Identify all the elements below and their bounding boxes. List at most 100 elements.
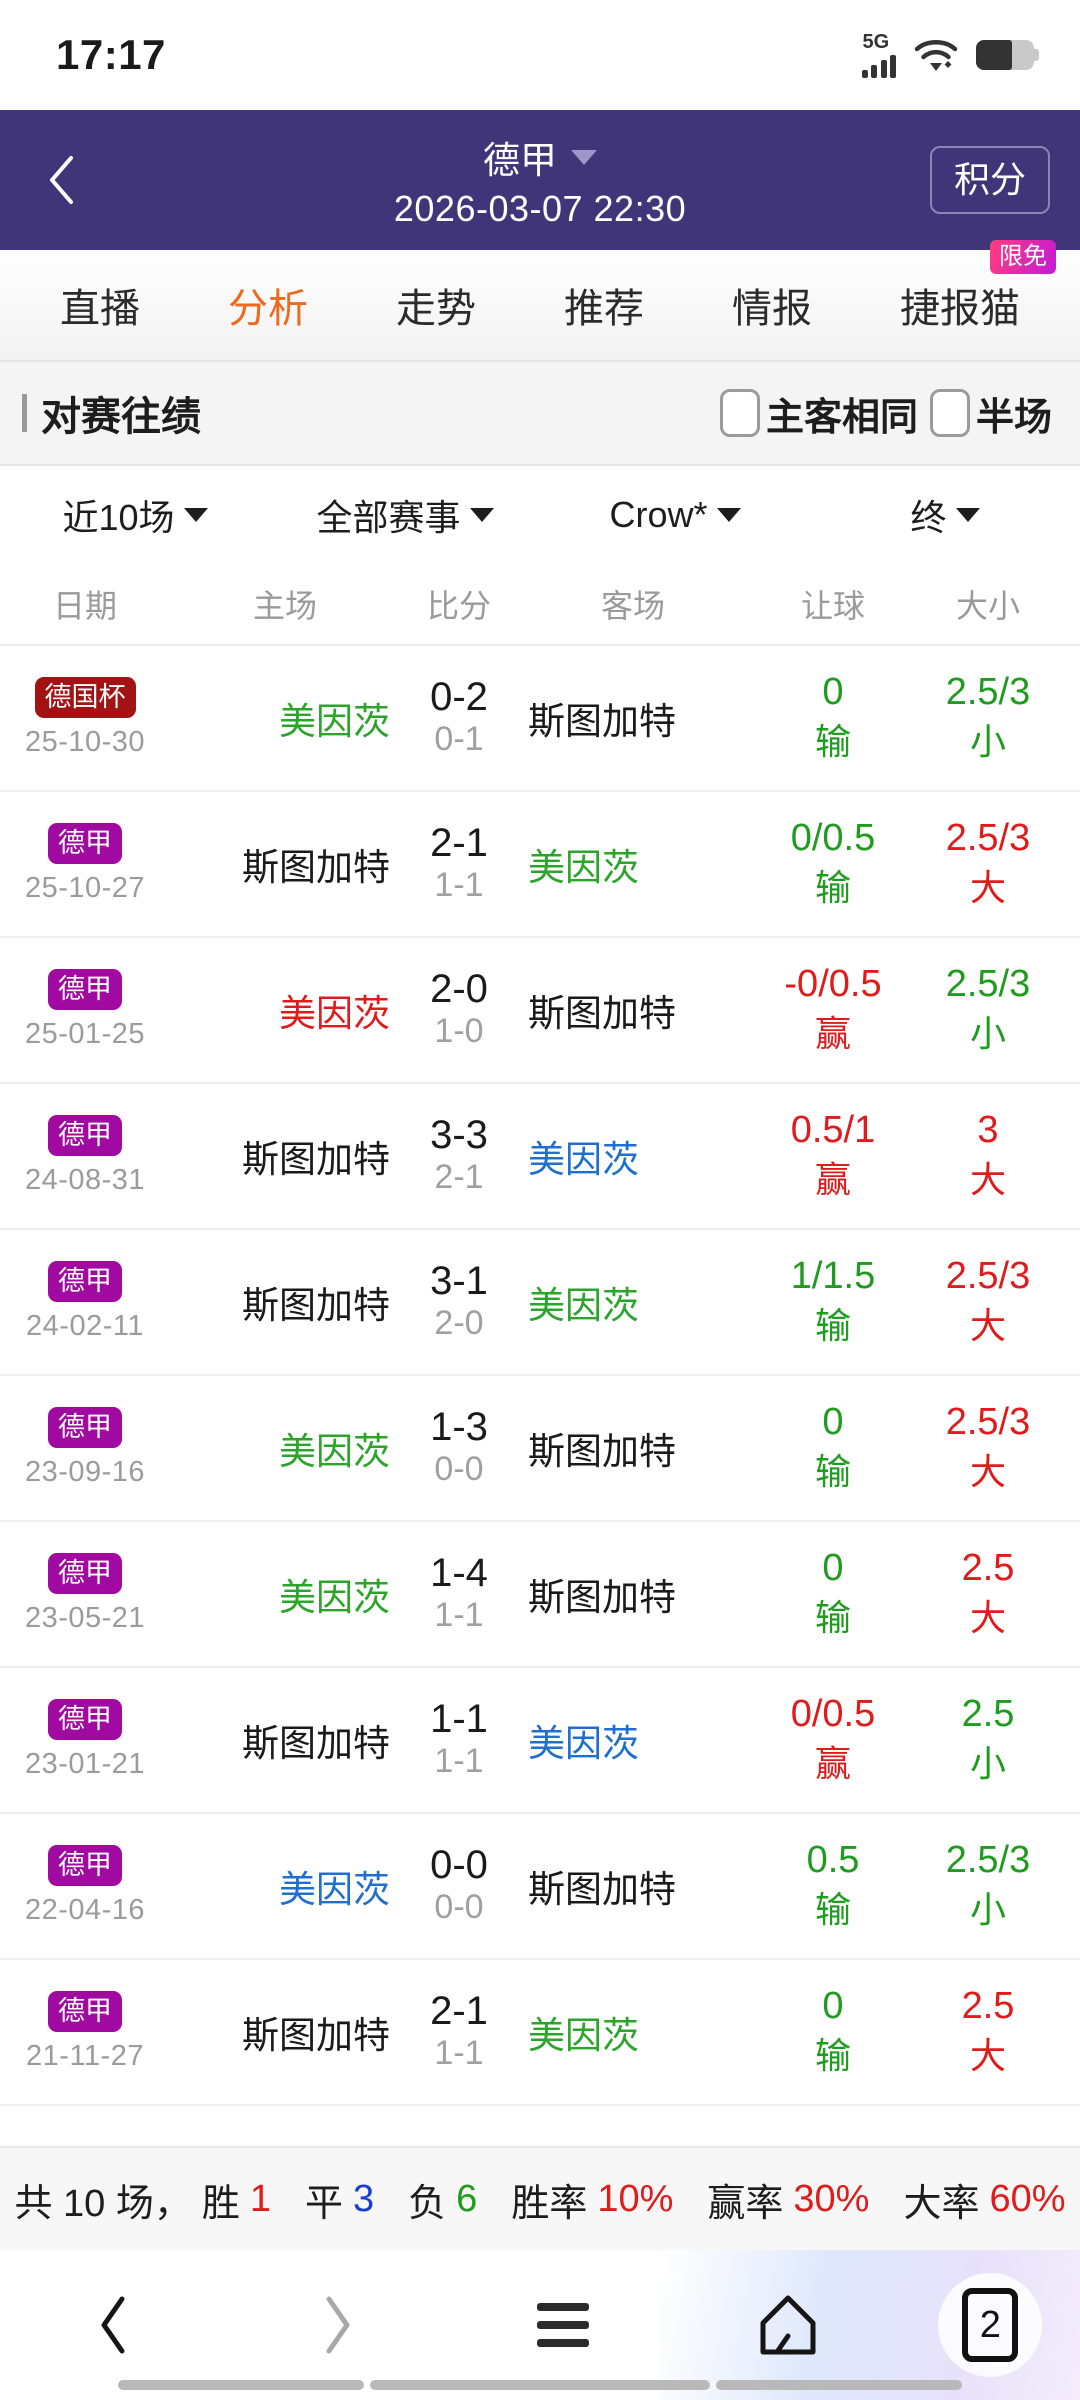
cell-handicap: 0.5 输 (748, 1839, 918, 1933)
table-row[interactable]: 德甲 23-05-21 美因茨 1-4 1-1 斯图加特 0 输 2.5 大 (0, 1522, 1080, 1668)
browser-home-button[interactable] (713, 2270, 863, 2380)
table-row[interactable]: 德甲 25-01-25 美因茨 2-0 1-0 斯图加特 -0/0.5 赢 2.5/3 小 (0, 938, 1080, 1084)
standings-button[interactable]: 积分 (929, 146, 1050, 214)
cell-over-under: 2.5 小 (918, 1693, 1058, 1787)
table-row[interactable]: 德国杯 25-10-30 美因茨 0-2 0-1 斯图加特 0 输 2.5/3 小 (0, 646, 1080, 792)
cell-score: 3-1 2-0 (400, 1260, 518, 1343)
home-icon (760, 2295, 816, 2355)
cell-date: 德甲 25-01-25 (0, 969, 170, 1050)
league-badge: 德甲 (48, 1261, 122, 1302)
cell-away-team: 斯图加特 (518, 691, 748, 745)
match-date: 25-10-27 (24, 871, 146, 904)
away-team-name: 斯图加特 (528, 1577, 676, 1618)
checkbox-box-half-time[interactable] (929, 389, 970, 437)
network-type-label: 5G (862, 31, 890, 53)
tab-jiebaomao[interactable]: 捷报猫 限免 (898, 240, 1056, 340)
fulltime-score: 1-3 (430, 1405, 488, 1450)
cell-over-under: 2.5/3 大 (918, 816, 1058, 911)
cell-score: 0-2 0-1 (400, 676, 518, 759)
halftime-score: 2-0 (434, 1304, 484, 1343)
halftime-score: 0-0 (434, 1888, 484, 1927)
tab-live[interactable]: 直播 (60, 287, 140, 331)
cell-date: 德甲 24-08-31 (0, 1115, 170, 1196)
column-header-score: 比分 (426, 588, 491, 624)
cell-home-team: 美因茨 (170, 1421, 400, 1475)
table-row[interactable]: 德甲 24-02-11 斯图加特 3-1 2-0 美因茨 1/1.5 输 2.5/3 大 (0, 1230, 1080, 1376)
table-row[interactable]: 德甲 25-10-27 斯图加特 2-1 1-1 美因茨 0/0.5 输 2.5/3 大 (0, 792, 1080, 938)
cell-home-team: 美因茨 (170, 1567, 400, 1621)
halftime-score: 1-1 (434, 1742, 484, 1781)
filter-odds-phase-label: 终 (910, 497, 947, 538)
home-team-name: 美因茨 (279, 1577, 390, 1618)
table-row[interactable]: 德甲 23-01-21 斯图加特 1-1 1-1 美因茨 0/0.5 赢 2.5 小 (0, 1668, 1080, 1814)
away-team-name: 斯图加特 (528, 1869, 676, 1910)
handicap-result: 输 (814, 1451, 851, 1493)
tab-recommend[interactable]: 推荐 (564, 287, 644, 331)
over-under-result: 大 (969, 1451, 1006, 1493)
checkbox-box-same-venue[interactable] (719, 389, 760, 437)
tab-jiebaomao-label: 捷报猫 (900, 287, 1020, 331)
over-under-result: 大 (969, 1597, 1006, 1639)
over-under-result: 小 (969, 721, 1006, 763)
home-team-name: 斯图加特 (242, 847, 390, 888)
cell-over-under: 2.5 大 (918, 1547, 1058, 1641)
filter-odds-phase[interactable]: 终 (810, 489, 1080, 541)
home-team-name: 斯图加特 (242, 1139, 390, 1180)
table-row[interactable]: 德甲 23-09-16 美因茨 1-3 0-0 斯图加特 0 输 2.5/3 大 (0, 1376, 1080, 1522)
filter-competition[interactable]: 全部赛事 (270, 489, 540, 541)
browser-tab-switcher[interactable]: 2 (938, 2273, 1043, 2377)
league-badge: 德甲 (48, 1845, 122, 1886)
table-row[interactable]: 德甲 24-08-31 斯图加特 3-3 2-1 美因茨 0.5/1 赢 3 大 (0, 1084, 1080, 1230)
over-under-line: 3 (977, 1108, 999, 1151)
tab-analysis[interactable]: 分析 (228, 287, 308, 331)
tab-trend[interactable]: 走势 (396, 287, 476, 331)
handicap-result: 输 (814, 721, 851, 763)
cell-score: 1-4 1-1 (400, 1552, 518, 1635)
checkbox-half-time[interactable]: 半场 (929, 386, 1052, 441)
table-row[interactable]: 德甲 21-11-27 斯图加特 2-1 1-1 美因茨 0 输 2.5 大 (0, 1960, 1080, 2106)
away-team-name: 美因茨 (528, 1285, 639, 1326)
free-trial-badge: 限免 (990, 240, 1056, 274)
cell-home-team: 斯图加特 (170, 1129, 400, 1183)
column-header-overunder: 大小 (955, 588, 1020, 624)
summary-winrate-label: 胜率 (511, 2182, 588, 2225)
home-team-name: 美因茨 (279, 1431, 390, 1472)
league-badge: 德甲 (48, 1991, 122, 2032)
header-title-block: 德甲 2026-03-07 22:30 (394, 130, 686, 230)
league-selector[interactable]: 德甲 (483, 130, 597, 184)
cell-home-team: 美因茨 (170, 1859, 400, 1913)
table-header-row: 日期 主场 比分 客场 让球 大小 (0, 564, 1080, 646)
over-under-line: 2.5/3 (945, 816, 1031, 859)
gesture-indicator (0, 2380, 1080, 2390)
filter-match-count[interactable]: 近10场 (0, 489, 270, 541)
header-back-button[interactable] (26, 145, 96, 215)
browser-forward-button[interactable] (263, 2270, 413, 2380)
handicap-line: 0/0.5 (790, 1692, 876, 1735)
filter-row: 近10场 全部赛事 Crow* 终 (0, 466, 1080, 564)
away-team-name: 斯图加特 (528, 1431, 676, 1472)
cell-away-team: 美因茨 (518, 837, 748, 891)
filter-bookmaker[interactable]: Crow* (540, 494, 810, 536)
caret-down-icon (955, 508, 980, 522)
away-team-name: 美因茨 (528, 2015, 639, 2056)
browser-menu-button[interactable] (488, 2270, 638, 2380)
column-header-home: 主场 (252, 588, 317, 624)
chevron-left-icon (101, 2296, 125, 2354)
tab-intel[interactable]: 情报 (732, 287, 812, 331)
home-team-name: 斯图加特 (242, 1285, 390, 1326)
league-name: 德甲 (483, 140, 557, 181)
cell-over-under: 2.5/3 小 (918, 1839, 1058, 1933)
handicap-line: 0 (822, 670, 844, 713)
browser-back-button[interactable] (38, 2270, 188, 2380)
home-team-name: 斯图加特 (242, 1723, 390, 1764)
cell-handicap: 1/1.5 输 (748, 1255, 918, 1349)
table-row[interactable]: 德甲 22-04-16 美因茨 0-0 0-0 斯图加特 0.5 输 2.5/3 小 (0, 1814, 1080, 1960)
checkbox-same-venue[interactable]: 主客相同 (719, 386, 918, 441)
fulltime-score: 1-1 (430, 1697, 488, 1742)
summary-winrate-value: 10% (597, 2177, 674, 2220)
cell-away-team: 斯图加特 (518, 1859, 748, 1913)
handicap-result: 赢 (814, 1743, 851, 1785)
match-date: 21-11-27 (26, 2039, 144, 2072)
